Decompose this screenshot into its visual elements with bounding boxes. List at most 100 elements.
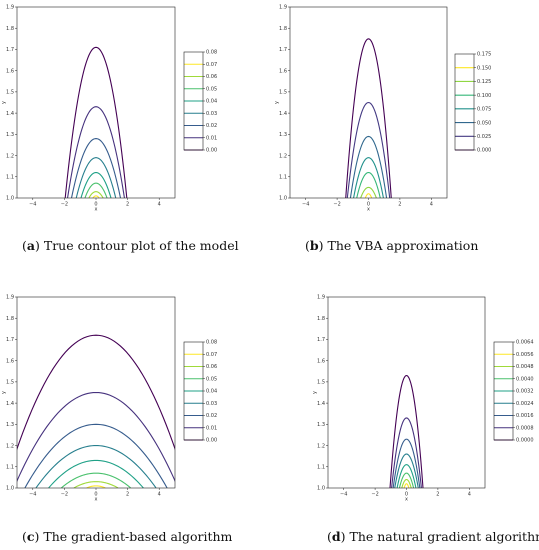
caption-b: (b) The VBA approximation <box>305 238 478 253</box>
colorbar-tick-label: 0.0032 <box>516 389 534 395</box>
contour-line-level-6 <box>364 193 373 198</box>
x-tick-label: −2 <box>61 202 68 208</box>
contour-line-level-2 <box>70 138 122 198</box>
y-tick-label: 1.2 <box>279 153 287 159</box>
y-tick-label: 1.5 <box>317 380 325 386</box>
y-tick-label: 1.5 <box>6 90 14 96</box>
contour-line-level-5 <box>360 186 377 198</box>
y-tick-label: 1.9 <box>279 5 287 11</box>
colorbar-tick-label: 0.04 <box>206 389 217 395</box>
contour-line-level-5 <box>84 182 108 198</box>
y-tick-label: 1.2 <box>6 153 14 159</box>
contour-line-level-4 <box>80 171 112 198</box>
y-axis-label: y <box>1 391 7 394</box>
colorbar-tick-label: 0.150 <box>477 65 491 71</box>
contour-line-level-1 <box>391 417 422 488</box>
contour-line-level-3 <box>353 157 384 198</box>
x-tick-label: −4 <box>29 202 36 208</box>
colorbar-tick-label: 0.04 <box>206 99 217 105</box>
x-axis-label: x <box>367 207 370 213</box>
y-tick-label: 1.0 <box>279 196 287 202</box>
colorbar-tick-label: 0.05 <box>206 86 217 92</box>
y-tick-label: 1.5 <box>6 380 14 386</box>
colorbar-tick-label: 0.03 <box>206 401 217 407</box>
chart-panel-b: −4 −2 0 2 4 x 1.0 1.1 1.2 1.3 1.4 1.5 1.6 1.7 1.8 1.9 y 0… <box>274 5 491 253</box>
x-tick-label: −2 <box>371 492 378 498</box>
y-tick-label: 1.6 <box>317 358 325 364</box>
caption-paren-open: ( <box>327 529 332 544</box>
colorbar-tick-label: 0.07 <box>206 62 217 68</box>
y-tick-label: 1.6 <box>279 68 287 74</box>
colorbar-tick-label: 0.0000 <box>516 438 534 444</box>
y-tick-label: 1.0 <box>6 196 14 202</box>
x-axis-label: x <box>95 207 98 213</box>
colorbar-tick-label: 0.01 <box>206 425 217 431</box>
colorbar-tick-label: 0.08 <box>206 340 217 346</box>
colorbar-tick-label: 0.0048 <box>516 364 534 370</box>
contour-line-level-3 <box>394 453 419 488</box>
x-tick-label: 2 <box>126 492 129 498</box>
chart-panel-c: −4 −2 0 2 4 x 1.0 1.1 1.2 1.3 1.4 1.5 1.6 1.7 1.8 1.9 y 0… <box>1 295 233 544</box>
y-tick-label: 1.0 <box>317 486 325 492</box>
colorbar-tick-label: 0.125 <box>477 79 491 85</box>
contour-lines-c <box>17 334 175 488</box>
x-tick-label: 4 <box>430 202 433 208</box>
contour-line-level-5 <box>398 472 415 488</box>
caption-text: The natural gradient algorithm <box>350 529 539 544</box>
y-tick-label: 1.9 <box>6 295 14 301</box>
caption-paren-open: ( <box>305 238 310 253</box>
chart-panel-d: −4 −2 0 2 4 x 1.0 1.1 1.2 1.3 1.4 1.5 1.6 1.7 1.8 1.9 y 0… <box>312 295 539 544</box>
contour-line-level-1 <box>346 101 391 198</box>
colorbar-tick-label: 0.000 <box>477 148 491 154</box>
y-tick-label: 1.1 <box>6 464 14 470</box>
caption-letter: b <box>310 238 319 253</box>
x-axis-label: x <box>405 497 408 503</box>
y-tick-label: 1.9 <box>6 5 14 11</box>
contour-lines-b <box>345 38 392 198</box>
colorbar-tick-label: 0.0016 <box>516 413 534 419</box>
colorbar-tick-label: 0.02 <box>206 123 217 129</box>
contour-line-level-3 <box>75 157 117 198</box>
contour-line-level-5 <box>60 472 132 488</box>
x-tick-label: 4 <box>158 202 161 208</box>
contour-line-level-1 <box>67 106 125 198</box>
y-tick-label: 1.4 <box>6 111 14 117</box>
x-tick-label: −4 <box>302 202 309 208</box>
caption-paren-open: ( <box>22 529 27 544</box>
x-tick-label: −2 <box>333 202 340 208</box>
y-tick-label: 1.9 <box>317 295 325 301</box>
caption-text: The VBA approximation <box>328 238 479 253</box>
caption-c: (c) The gradient-based algorithm <box>22 529 233 544</box>
y-tick-label: 1.1 <box>6 174 14 180</box>
x-tick-label: 2 <box>126 202 129 208</box>
y-tick-label: 1.6 <box>6 68 14 74</box>
colorbar-tick-label: 0.01 <box>206 135 217 141</box>
contour-line-level-4 <box>48 459 144 488</box>
contour-line-level-6 <box>401 478 412 488</box>
contour-line-level-0 <box>17 334 175 451</box>
y-tick-label: 1.3 <box>6 132 14 138</box>
plot-frame <box>327 296 486 489</box>
contour-line-level-2 <box>392 438 421 488</box>
y-tick-label: 1.7 <box>317 337 325 343</box>
x-tick-label: 4 <box>158 492 161 498</box>
x-tick-label: 0 <box>367 202 370 208</box>
x-tick-label: 0 <box>94 492 97 498</box>
colorbar-tick-label: 0.03 <box>206 111 217 117</box>
caption-d: (d) The natural gradient algorithm <box>327 529 539 544</box>
y-tick-label: 1.4 <box>6 401 14 407</box>
x-tick-label: 2 <box>436 492 439 498</box>
colorbar-frame <box>454 53 475 151</box>
y-tick-label: 1.7 <box>6 47 14 53</box>
y-tick-label: 1.1 <box>279 174 287 180</box>
colorbar-tick-label: 0.02 <box>206 413 217 419</box>
y-tick-label: 1.2 <box>317 443 325 449</box>
y-axis-label: y <box>1 101 7 104</box>
x-tick-label: 4 <box>468 492 471 498</box>
y-tick-label: 1.0 <box>6 486 14 492</box>
contour-line-level-6 <box>88 191 104 198</box>
y-tick-label: 1.6 <box>6 358 14 364</box>
caption-paren-close: ) <box>319 238 328 253</box>
contour-line-level-0 <box>389 374 424 488</box>
caption-paren-close: ) <box>35 529 44 544</box>
